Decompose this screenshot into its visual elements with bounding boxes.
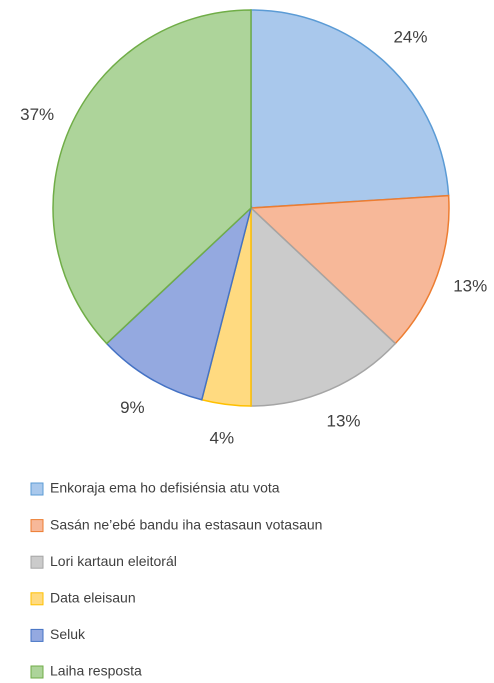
legend-label: Enkoraja ema ho defisiénsia atu vota — [50, 480, 280, 496]
data-label: 13% — [327, 411, 361, 430]
data-label: 13% — [453, 276, 487, 295]
data-label: 37% — [20, 105, 54, 124]
pie-slice — [249, 194, 450, 345]
data-label: 9% — [120, 398, 145, 417]
legend-swatch — [30, 519, 44, 533]
legend-swatch — [30, 628, 44, 642]
legend-swatch — [30, 665, 44, 679]
legend-swatch — [30, 555, 44, 569]
legend-label: Lori kartaun eleitorál — [50, 553, 177, 569]
data-label: 4% — [210, 429, 235, 448]
legend-swatch — [30, 592, 44, 606]
legend-label: Data eleisaun — [50, 590, 136, 606]
legend-label: Seluk — [50, 626, 86, 642]
legend-label: Laiha resposta — [50, 663, 142, 679]
pie-slice — [250, 9, 450, 209]
pie-slice — [52, 9, 252, 345]
pie-slice — [105, 205, 253, 401]
pie-slice — [250, 206, 397, 407]
data-label: 24% — [393, 28, 427, 47]
legend-label: Sasán ne’ebé bandu iha estasaun votasaun — [50, 516, 322, 532]
legend-swatch — [30, 482, 44, 496]
